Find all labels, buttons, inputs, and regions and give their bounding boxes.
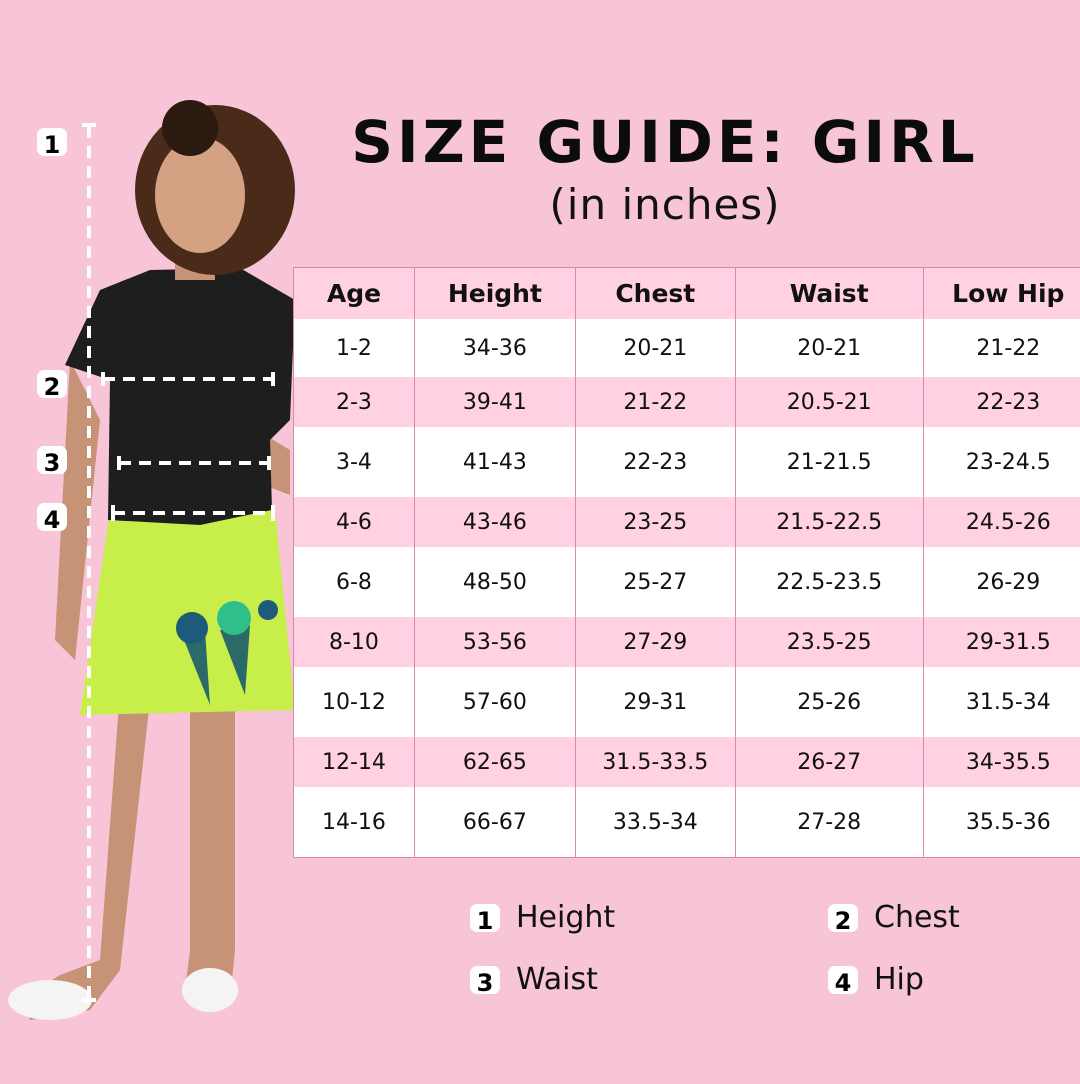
table-cell: 25-26 (735, 667, 923, 737)
table-cell: 8-10 (294, 617, 415, 667)
table-cell: 34-35.5 (923, 737, 1080, 787)
table-cell: 20-21 (575, 319, 735, 377)
column-header: Age (294, 268, 415, 320)
table-cell: 35.5-36 (923, 787, 1080, 858)
table-cell: 12-14 (294, 737, 415, 787)
table-cell: 33.5-34 (575, 787, 735, 858)
table-cell: 26-29 (923, 547, 1080, 617)
table-cell: 22-23 (923, 377, 1080, 427)
table-cell: 27-29 (575, 617, 735, 667)
table-cell: 22.5-23.5 (735, 547, 923, 617)
table-cell: 6-8 (294, 547, 415, 617)
table-cell: 21-22 (575, 377, 735, 427)
table-cell: 22-23 (575, 427, 735, 497)
table-cell: 20.5-21 (735, 377, 923, 427)
table-cell: 27-28 (735, 787, 923, 858)
legend-badge: 1 (470, 904, 500, 932)
table-cell: 41-43 (414, 427, 575, 497)
table-cell: 26-27 (735, 737, 923, 787)
table-cell: 24.5-26 (923, 497, 1080, 547)
table-cell: 43-46 (414, 497, 575, 547)
table-cell: 23.5-25 (735, 617, 923, 667)
table-cell: 31.5-34 (923, 667, 1080, 737)
table-cell: 10-12 (294, 667, 415, 737)
waist-marker-badge: 3 (37, 446, 67, 474)
table-cell: 31.5-33.5 (575, 737, 735, 787)
legend-label: Height (516, 900, 615, 935)
column-header: Low Hip (923, 268, 1080, 320)
table-cell: 25-27 (575, 547, 735, 617)
legend-label: Hip (874, 962, 924, 997)
hip-marker-badge: 4 (37, 503, 67, 531)
legend-label: Chest (874, 900, 960, 935)
legend-item-chest: 2 Chest (828, 900, 960, 935)
table-cell: 21.5-22.5 (735, 497, 923, 547)
legend-item-hip: 4 Hip (828, 962, 924, 997)
table-cell: 34-36 (414, 319, 575, 377)
table-cell: 14-16 (294, 787, 415, 858)
height-marker-badge: 1 (37, 128, 67, 156)
table-cell: 39-41 (414, 377, 575, 427)
table-cell: 53-56 (414, 617, 575, 667)
column-header: Waist (735, 268, 923, 320)
table-cell: 23-25 (575, 497, 735, 547)
table-cell: 29-31.5 (923, 617, 1080, 667)
legend-badge: 2 (828, 904, 858, 932)
table-cell: 2-3 (294, 377, 415, 427)
table-cell: 57-60 (414, 667, 575, 737)
column-header: Height (414, 268, 575, 320)
table-cell: 29-31 (575, 667, 735, 737)
legend-item-waist: 3 Waist (470, 962, 598, 997)
table-cell: 4-6 (294, 497, 415, 547)
measurement-lines (0, 0, 300, 1080)
table-cell: 23-24.5 (923, 427, 1080, 497)
legend-item-height: 1 Height (470, 900, 615, 935)
legend-badge: 3 (470, 966, 500, 994)
table-cell: 66-67 (414, 787, 575, 858)
page-title: SIZE GUIDE: GIRL (300, 108, 1030, 176)
table-cell: 21-21.5 (735, 427, 923, 497)
table-cell: 20-21 (735, 319, 923, 377)
column-header: Chest (575, 268, 735, 320)
table-cell: 3-4 (294, 427, 415, 497)
model-photo: 1 2 3 4 (0, 0, 300, 1080)
page-subtitle: (in inches) (300, 180, 1030, 229)
table-cell: 62-65 (414, 737, 575, 787)
table-cell: 48-50 (414, 547, 575, 617)
chest-marker-badge: 2 (37, 370, 67, 398)
table-cell: 1-2 (294, 319, 415, 377)
table-cell: 21-22 (923, 319, 1080, 377)
legend-label: Waist (516, 962, 598, 997)
legend-badge: 4 (828, 966, 858, 994)
